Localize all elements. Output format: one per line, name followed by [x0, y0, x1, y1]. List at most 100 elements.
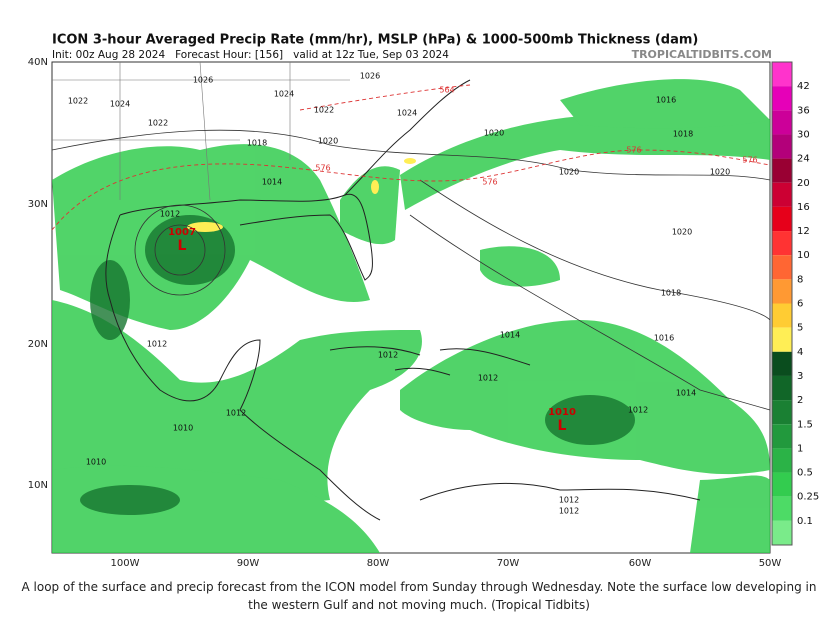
thickness-label: 564 [439, 86, 454, 95]
isobar-label: 1016 [656, 96, 676, 105]
colorbar-cell [772, 424, 792, 449]
colorbar-label: 12 [797, 226, 810, 237]
isobar-label: 1012 [478, 374, 498, 383]
colorbar-cell [772, 62, 792, 87]
colorbar-cell [772, 472, 792, 497]
isobar-label: 1014 [262, 178, 282, 187]
colorbar-label: 24 [797, 154, 810, 165]
coastlines [105, 79, 701, 521]
isobar-label: 1018 [661, 289, 681, 298]
colorbar-cell [772, 110, 792, 135]
isobar-label: 1014 [676, 389, 696, 398]
isobar-label: 1022 [68, 97, 88, 106]
colorbar-label: 6 [797, 299, 803, 310]
colorbar-frame [771, 61, 793, 546]
title: ICON 3-hour Averaged Precip Rate (mm/hr)… [52, 33, 698, 48]
colorbar-label: 30 [797, 129, 810, 140]
colorbar-cell [772, 279, 792, 304]
colorbar-label: 20 [797, 178, 810, 189]
colorbar-cell [772, 255, 792, 280]
lon-label: 50W [759, 558, 782, 569]
colorbar-cell [772, 303, 792, 328]
borders [52, 61, 350, 201]
colorbar-cell [772, 134, 792, 159]
init-line: Init: 00z Aug 28 2024 Forecast Hour: [15… [52, 49, 449, 61]
colorbar-cell [772, 351, 792, 376]
colorbar-label: 0.5 [797, 468, 813, 479]
low-symbol: L [558, 418, 567, 434]
isobars [51, 129, 771, 411]
weather-map: ICON 3-hour Averaged Precip Rate (mm/hr)… [28, 33, 819, 570]
colorbar-cell [772, 182, 792, 207]
colorbar-label: 0.25 [797, 492, 819, 503]
colorbar-cell [772, 206, 792, 232]
colorbar-label: 3 [797, 371, 803, 382]
lat-label: 10N [28, 480, 48, 491]
isobar-label: 1012 [378, 351, 398, 360]
colorbar-cell [772, 400, 792, 425]
lon-label: 80W [367, 558, 390, 569]
isobar-label: 1022 [148, 119, 168, 128]
lon-label: 70W [497, 558, 520, 569]
colorbar-label: 16 [797, 202, 810, 213]
lat-label: 20N [28, 339, 48, 350]
thickness-label: 576 [315, 164, 330, 173]
isobar-label: 1012 [628, 406, 648, 415]
isobar-label: 1020 [559, 168, 579, 177]
low-pressure: 1007 [168, 227, 196, 238]
isobar-label: 1012 [559, 496, 579, 505]
brand: TROPICALTIDBITS.COM [632, 48, 772, 61]
isobar-label: 1026 [193, 76, 213, 85]
colorbar-cell [772, 327, 792, 352]
isobar-label: 1022 [314, 106, 334, 115]
isobar-label: 1018 [673, 130, 693, 139]
isobar-label: 1012 [160, 210, 180, 219]
colorbar-cell [772, 86, 792, 111]
caption: A loop of the surface and precip forecas… [21, 580, 817, 612]
isobar-label: 1026 [360, 72, 380, 81]
isobar-label: 1012 [226, 409, 246, 418]
isobar-label: 1014 [500, 331, 520, 340]
colorbar-cell [772, 158, 792, 183]
thickness [51, 84, 771, 231]
lon-label: 90W [237, 558, 260, 569]
low-symbol: L [178, 238, 187, 254]
lon-label: 60W [629, 558, 652, 569]
isobar-label: 1012 [559, 507, 579, 516]
isobar-label: 1010 [173, 424, 193, 433]
isobar-label: 1010 [86, 458, 106, 467]
colorbar-label: 42 [797, 81, 810, 92]
thickness-label: 576 [742, 156, 757, 165]
isobar-label: 1016 [654, 334, 674, 343]
colorbar-label: 36 [797, 105, 810, 116]
thickness-label: 576 [482, 178, 497, 187]
precip [52, 79, 770, 553]
isobar-label: 1018 [247, 139, 267, 148]
precip-intense [187, 158, 416, 232]
isobar-label: 1020 [318, 137, 338, 146]
colorbar-cell [772, 448, 792, 473]
colorbar-cell [772, 520, 792, 545]
colorbar-label: 1.5 [797, 419, 813, 430]
lon-label: 100W [111, 558, 140, 569]
colorbar-label: 8 [797, 274, 803, 285]
colorbar-label: 2 [797, 395, 803, 406]
colorbar-cell [772, 375, 792, 401]
lat-label: 40N [28, 57, 48, 68]
isobar-label: 1024 [397, 109, 417, 118]
colorbar-label: 0.1 [797, 516, 813, 527]
isobar-label: 1024 [274, 90, 294, 99]
colorbar-cell [772, 231, 792, 256]
lat-label: 30N [28, 199, 48, 210]
isobar-label: 1020 [672, 228, 692, 237]
isobar-label: 1012 [147, 340, 167, 349]
colorbar-cell [772, 496, 792, 521]
colorbar-label: 4 [797, 347, 803, 358]
colorbar-label: 10 [797, 250, 810, 261]
colorbar-label: 5 [797, 323, 803, 334]
isobar-label: 1020 [710, 168, 730, 177]
isobar-label: 1020 [484, 129, 504, 138]
isobar-label: 1024 [110, 100, 130, 109]
low-pressure: 1010 [548, 407, 576, 418]
